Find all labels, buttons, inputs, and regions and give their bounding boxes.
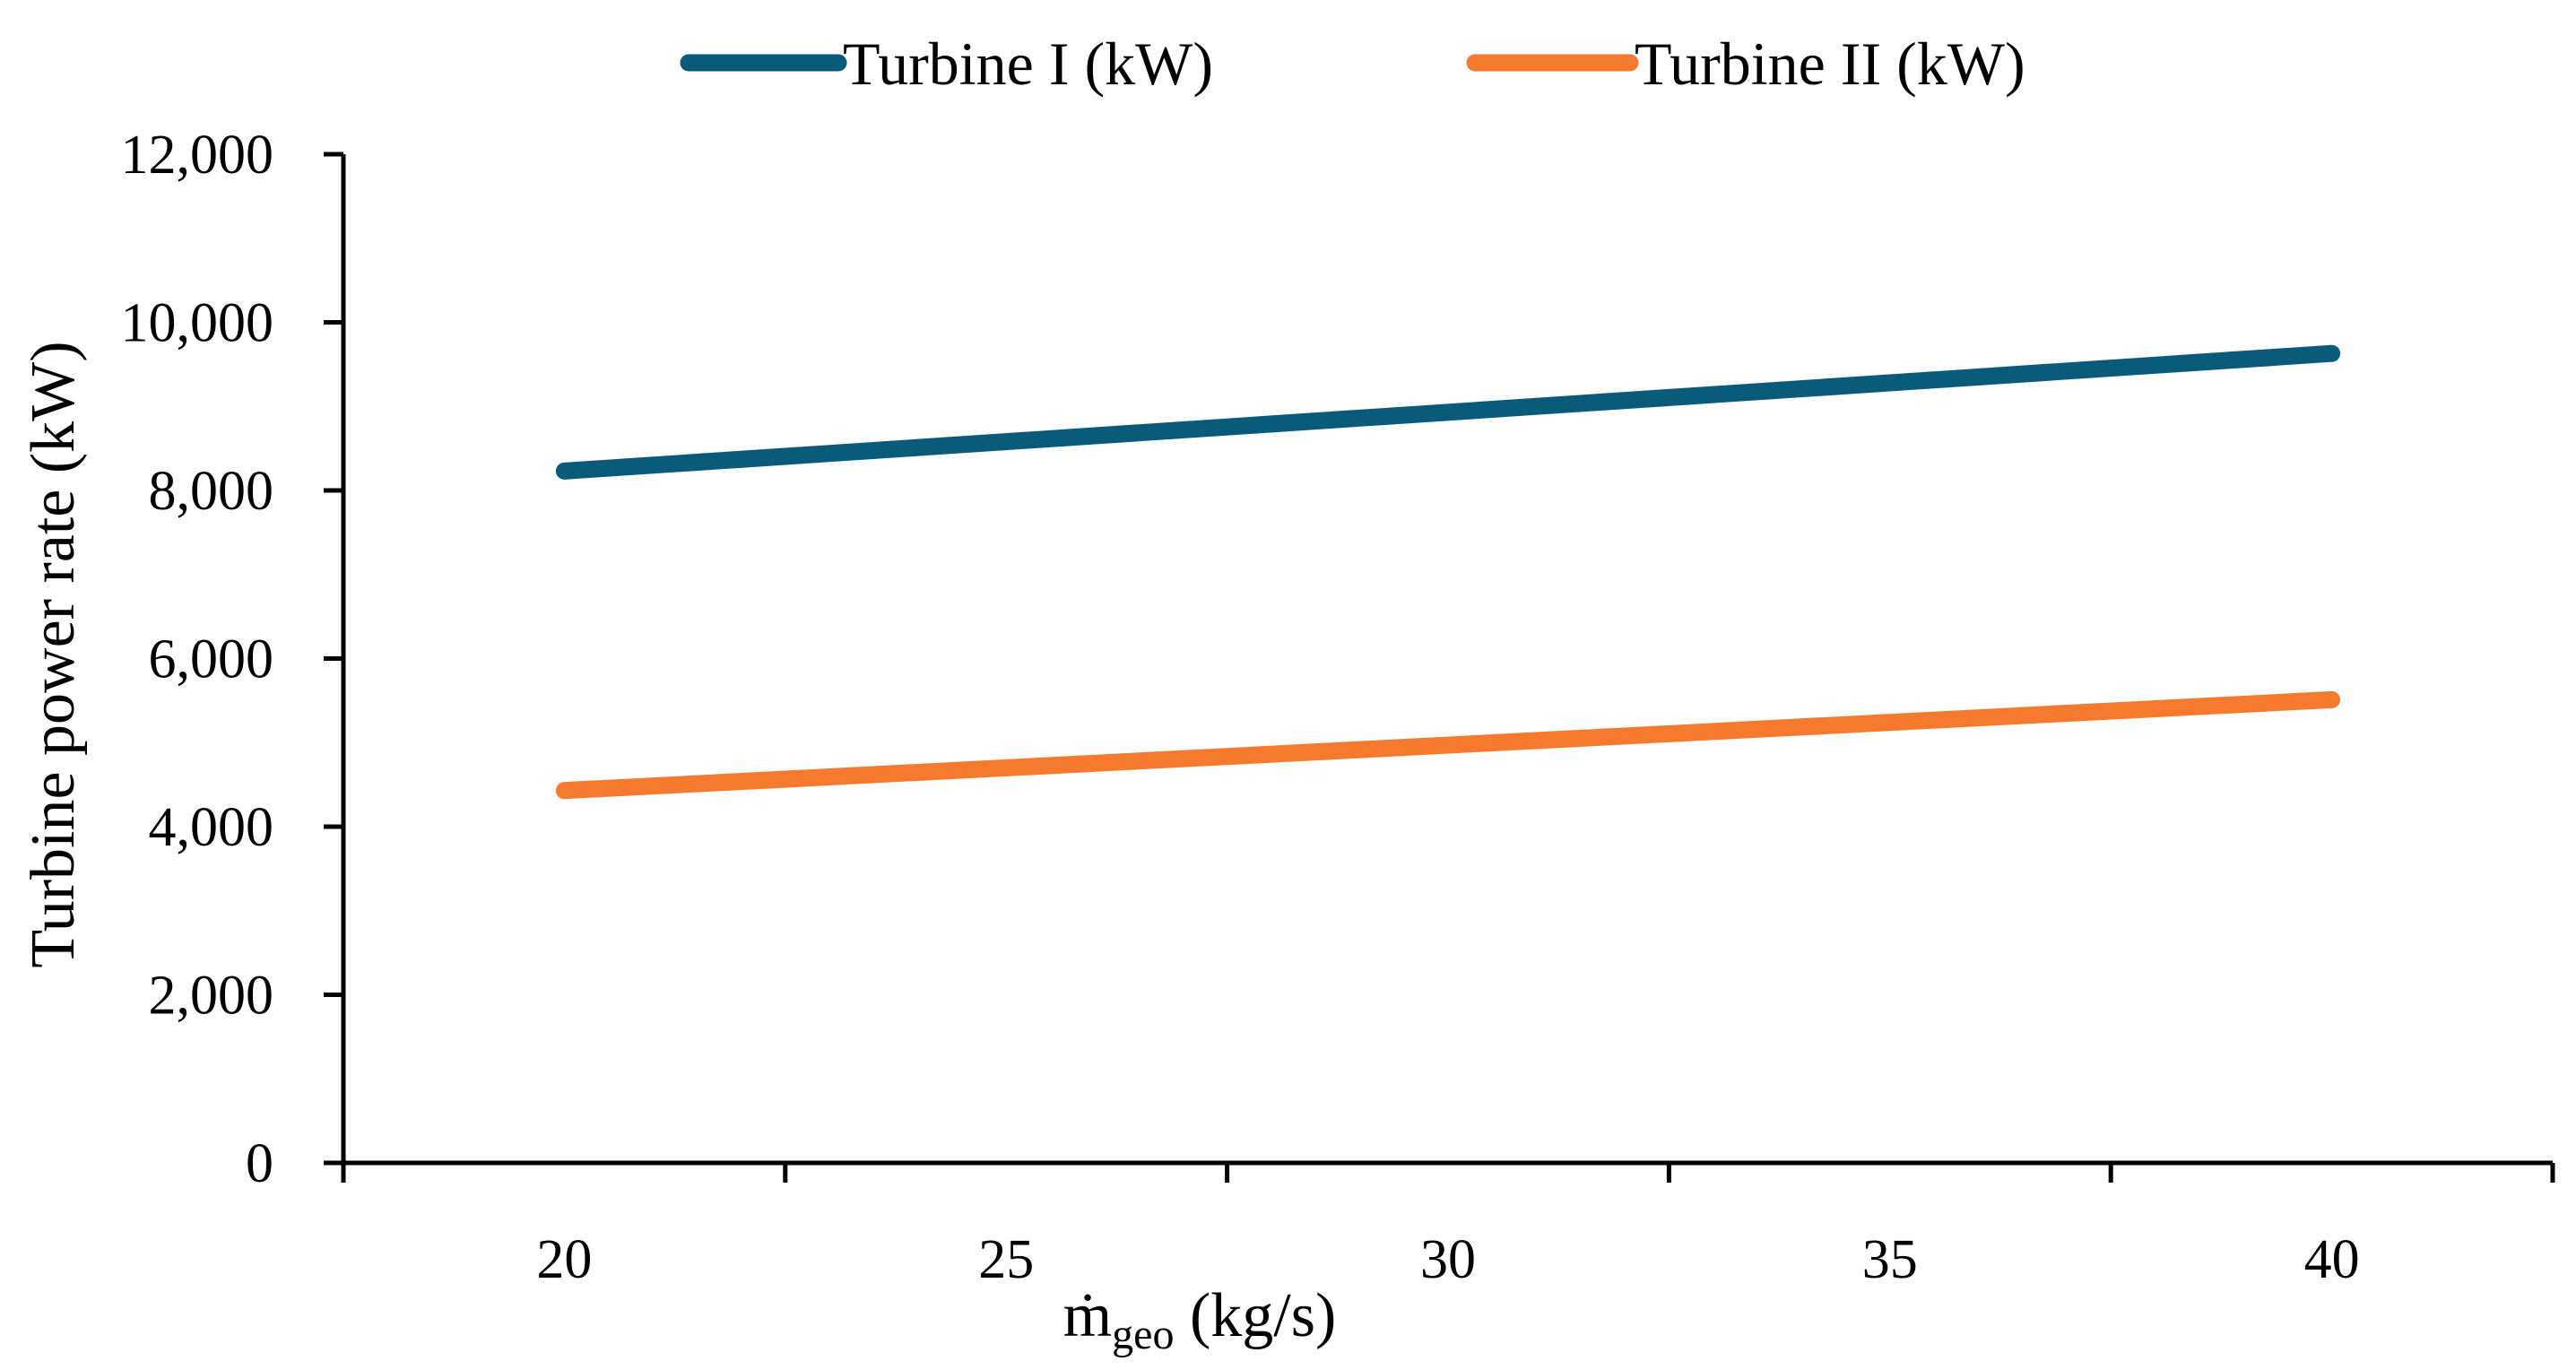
x-axis-ticks: 20 25 30 35 40 [341,1163,2555,1290]
y-tick-label: 8,000 [149,461,274,522]
x-tick-label: 20 [536,1229,592,1290]
x-axis-title: ṁgeo (kg/s) [1063,1281,1337,1358]
legend: Turbine I (kW) Turbine II (kW) [680,30,2025,98]
legend-label-turbine-ii: Turbine II (kW) [1635,30,2025,98]
y-tick-label: 2,000 [149,966,274,1027]
x-axis-title-subscript: geo [1112,1311,1174,1358]
y-axis-ticks: 0 2,000 4,000 6,000 8,000 10,000 12,000 [121,125,343,1194]
series-layer [555,344,2341,800]
x-tick-label: 30 [1420,1229,1476,1290]
y-tick-label: 6,000 [149,629,274,690]
x-tick-label: 40 [2304,1229,2360,1290]
series-line-turbine-ii [555,690,2341,800]
x-tick-label: 35 [1862,1229,1918,1290]
x-axis-title-unit: (kg/s) [1174,1281,1336,1350]
y-tick-label: 10,000 [121,293,274,354]
y-tick-label: 0 [246,1133,273,1194]
y-tick-label: 12,000 [121,125,274,186]
y-axis-title: Turbine power rate (kW) [19,341,88,967]
legend-label-turbine-i: Turbine I (kW) [843,30,1213,98]
series-line-turbine-i [555,344,2341,480]
y-tick-label: 4,000 [149,797,274,858]
x-tick-label: 25 [978,1229,1034,1290]
x-axis-title-symbol: ṁ [1063,1281,1112,1350]
